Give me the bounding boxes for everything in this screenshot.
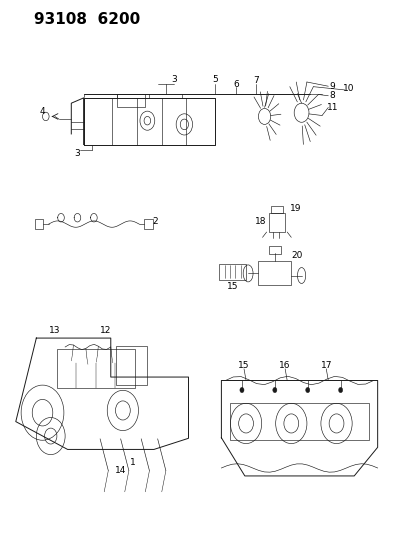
Text: 93108  6200: 93108 6200 [34, 12, 140, 27]
Text: 18: 18 [254, 217, 266, 226]
Text: 3: 3 [74, 149, 80, 158]
Circle shape [239, 387, 243, 393]
Bar [229, 403, 368, 440]
Text: 4: 4 [40, 107, 45, 116]
Bar [116, 346, 147, 385]
Text: 3: 3 [171, 75, 176, 84]
Text: 10: 10 [342, 84, 354, 93]
Bar [116, 94, 145, 108]
Text: 17: 17 [320, 361, 331, 370]
Circle shape [305, 387, 309, 393]
Text: 6: 6 [233, 79, 238, 88]
Bar [144, 219, 152, 229]
Text: 7: 7 [253, 76, 259, 85]
Bar [268, 246, 280, 254]
Bar [57, 349, 134, 388]
Text: 5: 5 [212, 75, 218, 84]
Text: 12: 12 [100, 326, 111, 335]
Text: 14: 14 [115, 466, 126, 475]
Text: 1: 1 [130, 458, 136, 467]
Text: 13: 13 [49, 326, 60, 335]
Bar [268, 214, 285, 232]
Circle shape [338, 387, 342, 393]
Bar [219, 264, 245, 280]
Text: 15: 15 [226, 281, 237, 290]
Text: 9: 9 [329, 82, 335, 91]
Text: 11: 11 [326, 103, 337, 112]
Text: 2: 2 [152, 217, 158, 226]
Text: 19: 19 [289, 204, 300, 213]
Text: 16: 16 [279, 361, 290, 370]
Circle shape [272, 387, 276, 393]
Text: 20: 20 [291, 252, 302, 261]
Text: 15: 15 [238, 361, 249, 370]
Bar [258, 261, 291, 285]
Bar [35, 219, 43, 229]
Text: 8: 8 [329, 91, 335, 100]
Bar [270, 206, 282, 214]
